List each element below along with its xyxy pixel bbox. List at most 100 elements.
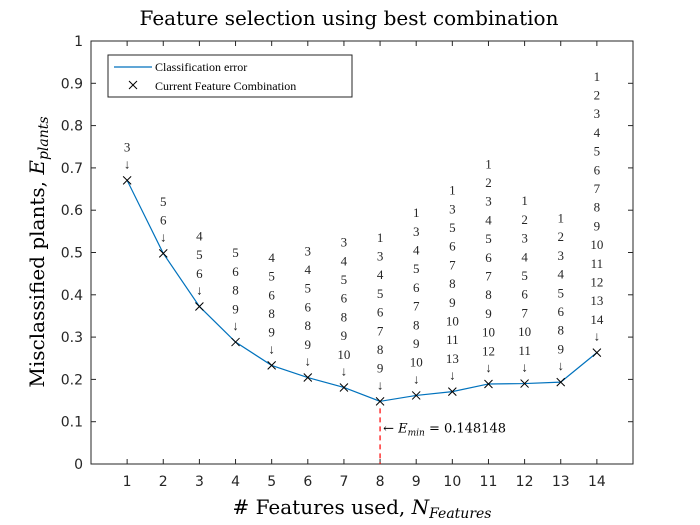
feature-index: 1 xyxy=(413,205,420,220)
data-point-marker xyxy=(231,337,240,347)
feature-index: 6 xyxy=(196,266,203,281)
down-arrow-icon: ↓ xyxy=(413,371,420,386)
feature-combination-label: ↓ 4 5 6 8 9 xyxy=(268,250,275,357)
data-point-marker xyxy=(411,391,421,400)
feature-index: 4 xyxy=(521,249,528,264)
y-tick-label: 0.6 xyxy=(61,203,83,219)
feature-index: 10 xyxy=(446,314,459,329)
feature-index: 10 xyxy=(482,325,495,340)
feature-index: 9 xyxy=(268,325,275,340)
chart-title: Feature selection using best combination xyxy=(140,6,559,30)
feature-index: 9 xyxy=(557,341,564,356)
feature-index: 4 xyxy=(594,125,601,140)
feature-index: 5 xyxy=(196,247,203,262)
feature-index: 4 xyxy=(413,243,420,258)
feature-index: 1 xyxy=(521,193,528,208)
x-tick-label: 3 xyxy=(195,474,204,490)
feature-index: 6 xyxy=(521,287,528,302)
y-tick-label: 0 xyxy=(74,457,83,473)
data-point-marker xyxy=(556,377,566,387)
down-arrow-icon: ↓ xyxy=(160,229,167,244)
feature-index: 3 xyxy=(341,235,348,250)
series-line-classification-error xyxy=(126,180,598,402)
feature-index: 3 xyxy=(413,224,420,239)
feature-index: 6 xyxy=(268,287,275,302)
feature-index: 2 xyxy=(557,229,564,244)
feature-index: 4 xyxy=(557,267,564,282)
feature-index: 6 xyxy=(305,299,312,314)
feature-index: 7 xyxy=(413,299,420,314)
x-tick-label: 2 xyxy=(159,474,168,490)
feature-index: 6 xyxy=(485,250,492,265)
feature-index: 4 xyxy=(485,212,492,227)
data-point-marker xyxy=(339,383,349,392)
feature-index: 2 xyxy=(521,212,528,227)
feature-index: 8 xyxy=(594,200,601,215)
y-axis: 0 0.1 0.2 0.3 0.4 0.5 0.6 0.7 0.8 0.9 1 xyxy=(61,34,633,473)
min-annotation: ← Emin = 0.148148 xyxy=(379,408,506,464)
y-tick-label: 0.3 xyxy=(61,330,83,346)
feature-index: 9 xyxy=(232,301,239,316)
feature-index: 5 xyxy=(341,272,348,287)
feature-index: 8 xyxy=(268,306,275,321)
feature-index: 7 xyxy=(377,323,384,338)
feature-combination-label: ↓ 1 3 4 5 6 7 8 9 10 xyxy=(410,205,423,386)
feature-combination-label: ↓ 5 6 8 9 xyxy=(232,245,239,333)
feature-index: 9 xyxy=(594,218,601,233)
legend-entry-error: Classification error xyxy=(155,60,247,74)
feature-index: 11 xyxy=(518,343,531,358)
feature-index: 2 xyxy=(485,175,492,190)
down-arrow-icon: ↓ xyxy=(232,318,239,333)
x-axis: 1 2 3 4 5 6 7 8 9 10 11 12 13 14 xyxy=(123,41,606,490)
feature-index: 8 xyxy=(413,317,420,332)
y-tick-label: 0.7 xyxy=(61,161,83,177)
feature-combination-label: ↓ 4 5 6 xyxy=(196,228,203,297)
feature-index: 10 xyxy=(410,355,423,370)
x-tick-label: 1 xyxy=(123,474,132,490)
data-point-marker xyxy=(267,361,277,370)
min-annotation-label: ← Emin = 0.148148 xyxy=(383,421,506,438)
down-arrow-icon: ↓ xyxy=(377,377,384,392)
feature-index: 4 xyxy=(305,262,312,277)
feature-combination-label: ↓3 xyxy=(124,140,131,172)
feature-index: 3 xyxy=(124,140,131,155)
feature-index: 10 xyxy=(337,347,350,362)
feature-index: 5 xyxy=(413,261,420,276)
data-point-marker xyxy=(122,175,132,185)
feature-combination-label: ↓ 1 3 4 5 6 7 8 9 xyxy=(377,230,384,393)
feature-index: 9 xyxy=(449,295,456,310)
feature-index: 10 xyxy=(518,324,531,339)
feature-index: 4 xyxy=(196,228,203,243)
x-tick-label: 5 xyxy=(267,474,276,490)
y-tick-label: 0.4 xyxy=(61,288,83,304)
x-tick-label: 9 xyxy=(412,474,421,490)
data-point-marker xyxy=(158,249,168,258)
feature-index: 4 xyxy=(377,267,384,282)
legend: Classification error Current Feature Com… xyxy=(107,54,353,98)
feature-index: 9 xyxy=(485,306,492,321)
down-arrow-icon: ↓ xyxy=(268,341,275,356)
feature-index: 2 xyxy=(594,88,601,103)
feature-index: 5 xyxy=(268,269,275,284)
y-tick-label: 0.9 xyxy=(61,76,83,92)
feature-index: 8 xyxy=(305,318,312,333)
feature-index: 6 xyxy=(594,162,601,177)
feature-index: 8 xyxy=(377,342,384,357)
feature-index: 5 xyxy=(377,286,384,301)
feature-index: 8 xyxy=(557,323,564,338)
x-tick-label: 7 xyxy=(339,474,348,490)
feature-index: 13 xyxy=(590,293,603,308)
feature-combination-label: ↓ 3 4 5 6 8 9 xyxy=(305,243,312,368)
down-arrow-icon: ↓ xyxy=(485,360,492,375)
feature-index: 1 xyxy=(377,230,384,245)
data-point-marker xyxy=(195,302,204,311)
feature-index: 5 xyxy=(449,220,456,235)
feature-index: 4 xyxy=(268,250,275,265)
y-axis-label: Misclassified plants, Eplants xyxy=(25,116,52,387)
feature-combination-label: ↓ 1 2 3 4 5 6 7 10 11 xyxy=(518,193,531,374)
feature-index: 5 xyxy=(232,245,239,260)
feature-index: 6 xyxy=(377,305,384,320)
feature-index: 6 xyxy=(341,291,348,306)
